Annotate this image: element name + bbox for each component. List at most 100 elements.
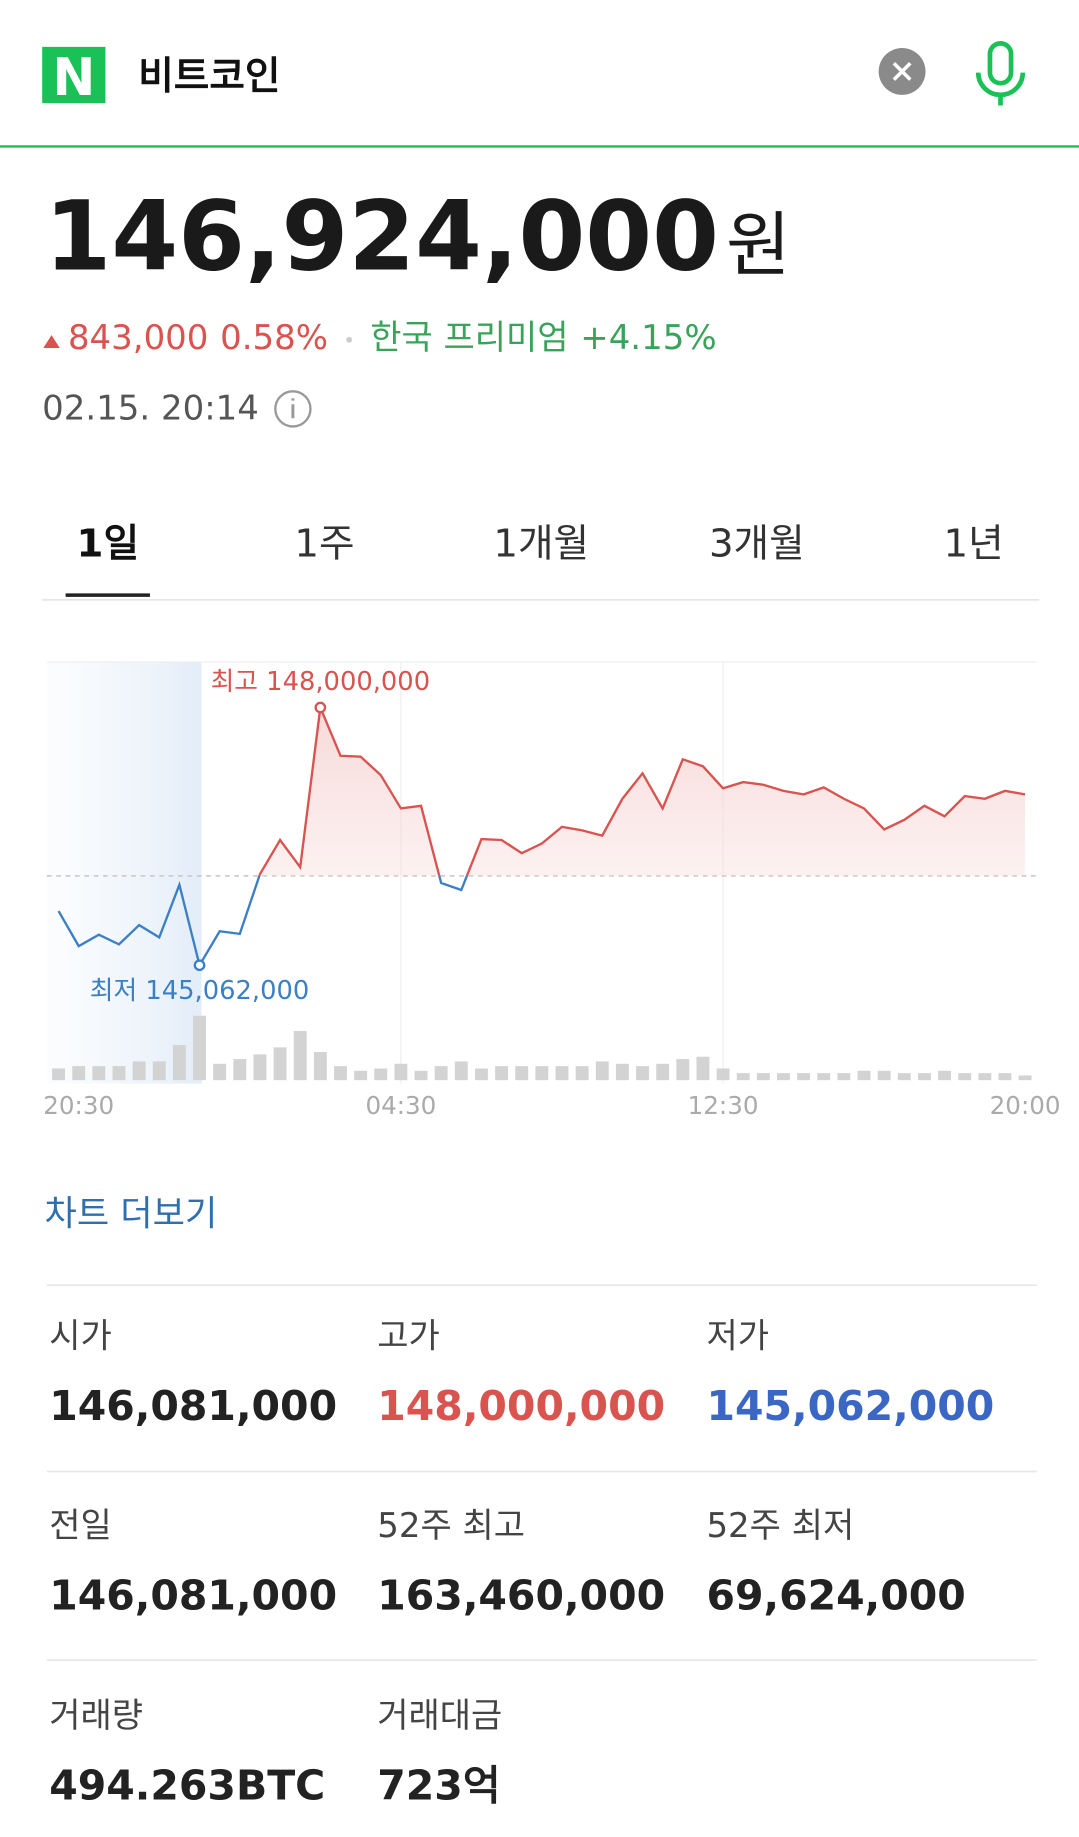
price-line-up (258, 703, 1026, 876)
volume-bar (817, 1073, 831, 1081)
info-icon[interactable] (274, 390, 312, 428)
stat-value: 163,460,000 (377, 1572, 665, 1620)
change-amount: 843,000 (68, 318, 208, 358)
volume-bar (535, 1066, 549, 1081)
volume-bar (474, 1068, 488, 1081)
separator (346, 336, 353, 343)
volume-bar (52, 1068, 66, 1081)
volume-bar (152, 1061, 166, 1081)
timestamp: 02.15. 20:14 (42, 388, 259, 428)
volume-bar (857, 1070, 871, 1081)
volume-bar (172, 1045, 186, 1081)
tab[interactable]: 1개월 (493, 521, 589, 566)
volume-bar (233, 1059, 247, 1081)
volume-bar (595, 1061, 609, 1081)
volume-bar (696, 1056, 710, 1081)
volume-bar (877, 1070, 891, 1081)
x-tick-label: 20:30 (43, 1091, 114, 1120)
volume-bar (92, 1066, 106, 1081)
tab[interactable]: 3개월 (709, 521, 805, 566)
volume-bar (615, 1063, 629, 1081)
volume-bar (917, 1073, 931, 1081)
volume-bar (1018, 1075, 1032, 1081)
volume-bar (132, 1061, 146, 1081)
stat-label: 고가 (377, 1316, 440, 1356)
tab[interactable]: 1년 (943, 521, 1003, 566)
tab[interactable]: 1주 (294, 521, 354, 566)
min-label: 최저 145,062,000 (90, 976, 310, 1006)
volume-bar (334, 1066, 347, 1081)
volume-bar (656, 1063, 670, 1081)
volume-bar (112, 1066, 126, 1081)
up-arrow (43, 335, 60, 348)
min-point (193, 959, 206, 972)
volume-bar (313, 1052, 327, 1081)
volume-bar (515, 1066, 529, 1081)
history-shade (46, 661, 202, 1084)
volume-bar (454, 1061, 468, 1081)
volume-bar (495, 1066, 509, 1081)
x-tick-label: 20:00 (990, 1091, 1061, 1120)
premium-label: 한국 프리미엄 (370, 318, 568, 358)
volume-bar (736, 1073, 750, 1081)
change-percent: 0.58% (220, 318, 328, 358)
search-query[interactable]: 비트코인 (138, 54, 280, 99)
logo: N (52, 48, 95, 108)
stat-label: 시가 (49, 1316, 112, 1356)
stat-label: 전일 (49, 1506, 112, 1546)
price-area (58, 707, 1026, 876)
volume-bar (193, 1015, 206, 1081)
volume-bar (938, 1070, 952, 1081)
price-value: 146,924,000 (45, 180, 719, 292)
volume-bar (998, 1073, 1012, 1081)
x-tick-label: 04:30 (365, 1091, 436, 1120)
volume-bar (414, 1070, 428, 1081)
volume-bar (636, 1066, 649, 1081)
volume-bar (797, 1073, 811, 1081)
volume-bar (434, 1066, 448, 1081)
stat-value: 69,624,000 (706, 1572, 965, 1620)
volume-bar (213, 1063, 227, 1081)
volume-bar (978, 1073, 992, 1081)
change: 843,000 0.58% (68, 318, 328, 358)
stat-value: 146,081,000 (49, 1382, 337, 1430)
volume-bar (394, 1063, 408, 1081)
volume-bar (837, 1073, 851, 1081)
max-label: 최고 148,000,000 (211, 667, 431, 697)
x-tick-label: 12:30 (688, 1091, 759, 1120)
clear-button[interactable] (878, 48, 926, 95)
max-point (314, 701, 327, 714)
volume-bar (293, 1030, 307, 1081)
mic-button[interactable] (975, 41, 1026, 106)
volume-bar (575, 1066, 589, 1081)
stat-value: 723억 (377, 1762, 500, 1810)
stat-value: 146,081,000 (49, 1572, 337, 1620)
stat-label: 52주 최저 (706, 1506, 854, 1546)
volume-bar (777, 1073, 790, 1081)
volume-bar (756, 1073, 770, 1081)
stats: 시가 146,081,000 고가 148,000,000 저가 145,062,000 전… (46, 1284, 1037, 1810)
price-unit: 원 (726, 204, 791, 286)
stat-value: 145,062,000 (706, 1382, 994, 1430)
price-line-down (57, 875, 469, 969)
volume-bar (354, 1070, 368, 1081)
price: 146,924,000 원 (45, 180, 791, 292)
volume-bar (897, 1073, 911, 1081)
premium: 한국 프리미엄 +4.15% (370, 318, 716, 358)
volume-bar (958, 1073, 972, 1081)
stat-value: 148,000,000 (377, 1382, 665, 1430)
volume-bar (253, 1054, 267, 1081)
premium-value: +4.15% (580, 318, 716, 358)
stat-label: 거래대금 (377, 1696, 502, 1736)
stat-value: 494.263BTC (49, 1762, 325, 1810)
volume-bar (374, 1068, 388, 1081)
more-chart-link[interactable]: 차트 더보기 (45, 1193, 218, 1234)
stat-label: 거래량 (49, 1696, 143, 1736)
volume-bar (555, 1066, 569, 1081)
stat-label: 52주 최고 (377, 1506, 525, 1546)
logo-box[interactable] (42, 46, 106, 104)
tabs: 1일 1주 1개월 3개월 1년 (77, 521, 1004, 566)
tab[interactable]: 1일 (77, 521, 139, 566)
